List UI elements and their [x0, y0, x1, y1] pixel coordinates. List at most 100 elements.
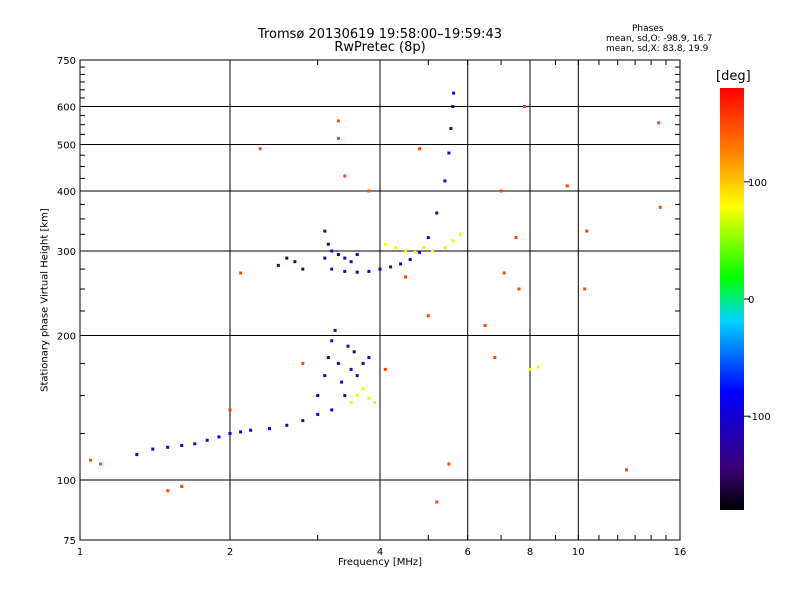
data-point: [285, 256, 289, 260]
data-point: [383, 367, 387, 371]
data-point: [483, 323, 487, 327]
data-point: [349, 260, 353, 264]
data-point: [336, 136, 340, 140]
data-point: [258, 147, 262, 151]
data-point: [355, 394, 359, 397]
data-point: [447, 462, 451, 466]
data-point: [378, 267, 382, 271]
data-point: [367, 396, 371, 400]
data-point: [205, 438, 209, 442]
data-point: [502, 271, 506, 275]
data-point: [373, 401, 376, 405]
colorbar: [720, 88, 744, 510]
data-point: [349, 401, 353, 405]
data-point: [249, 428, 253, 432]
chart-title: Tromsø 20130619 19:58:00–19:59:43: [257, 27, 503, 42]
data-point: [585, 229, 589, 233]
x-tick-label: 4: [377, 547, 383, 558]
y-tick-label: 500: [57, 141, 76, 152]
data-point: [180, 444, 184, 447]
data-point: [523, 105, 526, 108]
x-tick-label: 10: [572, 547, 585, 558]
data-point: [361, 387, 365, 391]
data-point: [135, 453, 139, 457]
data-point: [352, 350, 356, 354]
data-point: [330, 249, 334, 253]
data-point: [330, 267, 334, 271]
data-point: [499, 189, 503, 193]
data-point: [394, 246, 398, 250]
data-point: [293, 260, 297, 264]
data-point: [301, 419, 305, 423]
data-point: [301, 267, 305, 271]
x-axis-label: Frequency [MHz]: [337, 557, 423, 568]
data-point: [326, 356, 330, 359]
data-point: [514, 236, 518, 240]
data-point: [447, 151, 451, 155]
data-point: [404, 249, 407, 253]
data-point: [367, 269, 371, 273]
data-point: [89, 458, 93, 462]
data-point: [326, 242, 330, 246]
data-point: [404, 275, 407, 279]
data-point: [343, 256, 347, 260]
colorbar-tick-label: 0: [748, 295, 754, 306]
data-point: [565, 184, 569, 188]
data-point: [536, 365, 540, 369]
data-point: [355, 253, 359, 256]
data-point: [343, 269, 347, 273]
data-point: [343, 174, 347, 178]
x-tick-label: 2: [227, 547, 233, 558]
stats-heading: Phases: [632, 24, 664, 34]
data-point: [239, 271, 243, 275]
data-point: [355, 270, 359, 274]
data-point: [193, 442, 197, 446]
data-point: [443, 179, 447, 183]
chart-subtitle: RwPretec (8p): [334, 40, 426, 55]
data-point: [367, 189, 371, 193]
data-point: [355, 374, 359, 378]
data-point: [517, 287, 521, 291]
data-point: [330, 408, 334, 412]
data-point: [346, 344, 350, 348]
data-point: [458, 232, 462, 236]
data-point: [451, 239, 455, 243]
axis-ticks: 1 2 4 6 8 10 16 75 100 200 300 400 500 600 750: [57, 56, 686, 558]
data-point: [435, 500, 439, 504]
data-point: [418, 147, 421, 151]
data-point: [413, 250, 417, 254]
data-point: [399, 262, 403, 266]
x-tick-label: 8: [527, 547, 533, 558]
data-point: [336, 361, 340, 365]
data-point: [367, 356, 371, 359]
data-point: [383, 242, 387, 246]
data-point: [323, 256, 327, 260]
grid-lines: [80, 60, 680, 540]
data-point: [528, 367, 532, 371]
data-point: [493, 356, 497, 359]
data-point: [239, 430, 243, 434]
data-point: [301, 361, 305, 365]
data-point: [340, 380, 344, 384]
data-point: [426, 314, 430, 318]
data-point: [166, 445, 170, 449]
data-point: [449, 127, 453, 130]
y-tick-label: 75: [63, 536, 76, 547]
data-point: [657, 121, 661, 125]
data-point: [583, 287, 587, 291]
data-point: [658, 205, 662, 209]
data-point: [443, 246, 447, 250]
y-tick-label: 100: [57, 476, 76, 487]
data-point: [316, 394, 320, 397]
data-point: [228, 408, 232, 412]
data-point: [389, 265, 393, 269]
scatter-points: [89, 91, 662, 504]
data-point: [361, 361, 365, 365]
x-tick-label: 16: [674, 547, 687, 558]
stats-line-x: mean, sd,X: 83.8, 19.9: [606, 44, 709, 54]
y-tick-label: 200: [57, 332, 76, 343]
data-point: [408, 258, 412, 261]
stats-line-o: mean, sd,O: -98.9, 16.7: [606, 34, 713, 44]
y-tick-label: 300: [57, 247, 76, 258]
